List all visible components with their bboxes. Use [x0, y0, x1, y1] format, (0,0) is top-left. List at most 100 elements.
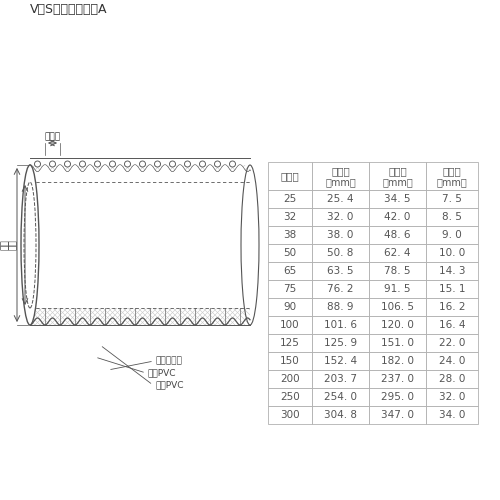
- Circle shape: [230, 161, 235, 167]
- Bar: [426, 352, 478, 370]
- Bar: [268, 388, 312, 406]
- Text: 外径: 外径: [0, 240, 10, 250]
- Text: 90: 90: [284, 302, 296, 312]
- Text: 34. 5: 34. 5: [384, 194, 411, 204]
- Text: 32. 0: 32. 0: [439, 392, 465, 402]
- Text: 32: 32: [284, 212, 296, 222]
- Bar: [268, 190, 312, 208]
- Bar: [268, 262, 312, 280]
- Bar: [312, 226, 369, 244]
- Text: 100: 100: [280, 320, 300, 330]
- Text: 外　径: 外 径: [388, 166, 407, 176]
- Text: 200: 200: [280, 374, 300, 384]
- Bar: [30, 182, 250, 308]
- Bar: [268, 316, 312, 334]
- Bar: [369, 316, 426, 334]
- Text: 32. 0: 32. 0: [328, 212, 353, 222]
- Text: 内　径: 内 径: [331, 166, 350, 176]
- Circle shape: [64, 161, 70, 167]
- Text: 8. 5: 8. 5: [442, 212, 462, 222]
- Bar: [426, 280, 478, 298]
- Bar: [369, 352, 426, 370]
- Bar: [426, 298, 478, 316]
- Text: 63. 5: 63. 5: [327, 266, 354, 276]
- Text: 10. 0: 10. 0: [439, 248, 465, 258]
- Ellipse shape: [21, 165, 39, 325]
- Circle shape: [124, 161, 130, 167]
- Bar: [426, 162, 478, 190]
- Text: 75: 75: [284, 284, 296, 294]
- Bar: [369, 298, 426, 316]
- Text: ピッチ: ピッチ: [44, 132, 60, 141]
- Bar: [369, 406, 426, 424]
- Text: サイズ: サイズ: [280, 171, 299, 181]
- Circle shape: [50, 161, 56, 167]
- Bar: [30, 182, 250, 308]
- Text: 300: 300: [280, 410, 300, 420]
- Bar: [268, 334, 312, 352]
- Bar: [369, 190, 426, 208]
- Text: 16. 4: 16. 4: [439, 320, 465, 330]
- Circle shape: [80, 161, 86, 167]
- Bar: [268, 298, 312, 316]
- Text: 補強コード: 補強コード: [156, 356, 183, 366]
- Text: 24. 0: 24. 0: [439, 356, 465, 366]
- Text: 62. 4: 62. 4: [384, 248, 411, 258]
- Text: 125. 9: 125. 9: [324, 338, 357, 348]
- Text: 38: 38: [284, 230, 296, 240]
- Bar: [268, 162, 312, 190]
- Bar: [426, 334, 478, 352]
- Circle shape: [214, 161, 220, 167]
- Text: 88. 9: 88. 9: [327, 302, 354, 312]
- Text: 91. 5: 91. 5: [384, 284, 411, 294]
- Text: 軟質PVC: 軟質PVC: [148, 368, 176, 378]
- Text: （mm）: （mm）: [325, 178, 356, 188]
- Text: 38. 0: 38. 0: [328, 230, 353, 240]
- Bar: [312, 298, 369, 316]
- Bar: [312, 244, 369, 262]
- Text: 65: 65: [284, 266, 296, 276]
- Text: 7. 5: 7. 5: [442, 194, 462, 204]
- Bar: [426, 226, 478, 244]
- Bar: [312, 334, 369, 352]
- Bar: [268, 406, 312, 424]
- Circle shape: [154, 161, 160, 167]
- Text: 151. 0: 151. 0: [381, 338, 414, 348]
- Bar: [312, 352, 369, 370]
- Circle shape: [140, 161, 145, 167]
- Bar: [268, 352, 312, 370]
- Text: 15. 1: 15. 1: [439, 284, 465, 294]
- Bar: [426, 190, 478, 208]
- Bar: [312, 370, 369, 388]
- Circle shape: [170, 161, 175, 167]
- Text: 25: 25: [284, 194, 296, 204]
- Bar: [268, 370, 312, 388]
- Circle shape: [200, 161, 205, 167]
- Text: 78. 5: 78. 5: [384, 266, 411, 276]
- Text: 9. 0: 9. 0: [442, 230, 462, 240]
- Bar: [312, 388, 369, 406]
- Bar: [426, 262, 478, 280]
- Text: 152. 4: 152. 4: [324, 356, 357, 366]
- Bar: [369, 226, 426, 244]
- Text: 237. 0: 237. 0: [381, 374, 414, 384]
- Bar: [426, 316, 478, 334]
- Text: 硬質PVC: 硬質PVC: [155, 380, 184, 390]
- Text: 50: 50: [284, 248, 296, 258]
- Text: 14. 3: 14. 3: [439, 266, 465, 276]
- Bar: [312, 316, 369, 334]
- Text: （mm）: （mm）: [436, 178, 468, 188]
- Text: 50. 8: 50. 8: [328, 248, 353, 258]
- Bar: [369, 244, 426, 262]
- Text: 25. 4: 25. 4: [327, 194, 354, 204]
- Bar: [369, 208, 426, 226]
- Bar: [369, 262, 426, 280]
- Bar: [312, 162, 369, 190]
- Ellipse shape: [24, 182, 36, 308]
- Circle shape: [34, 161, 40, 167]
- Bar: [369, 388, 426, 406]
- Text: 42. 0: 42. 0: [384, 212, 410, 222]
- Bar: [268, 226, 312, 244]
- Text: V．S．カナラインA: V．S．カナラインA: [30, 3, 108, 16]
- Bar: [426, 244, 478, 262]
